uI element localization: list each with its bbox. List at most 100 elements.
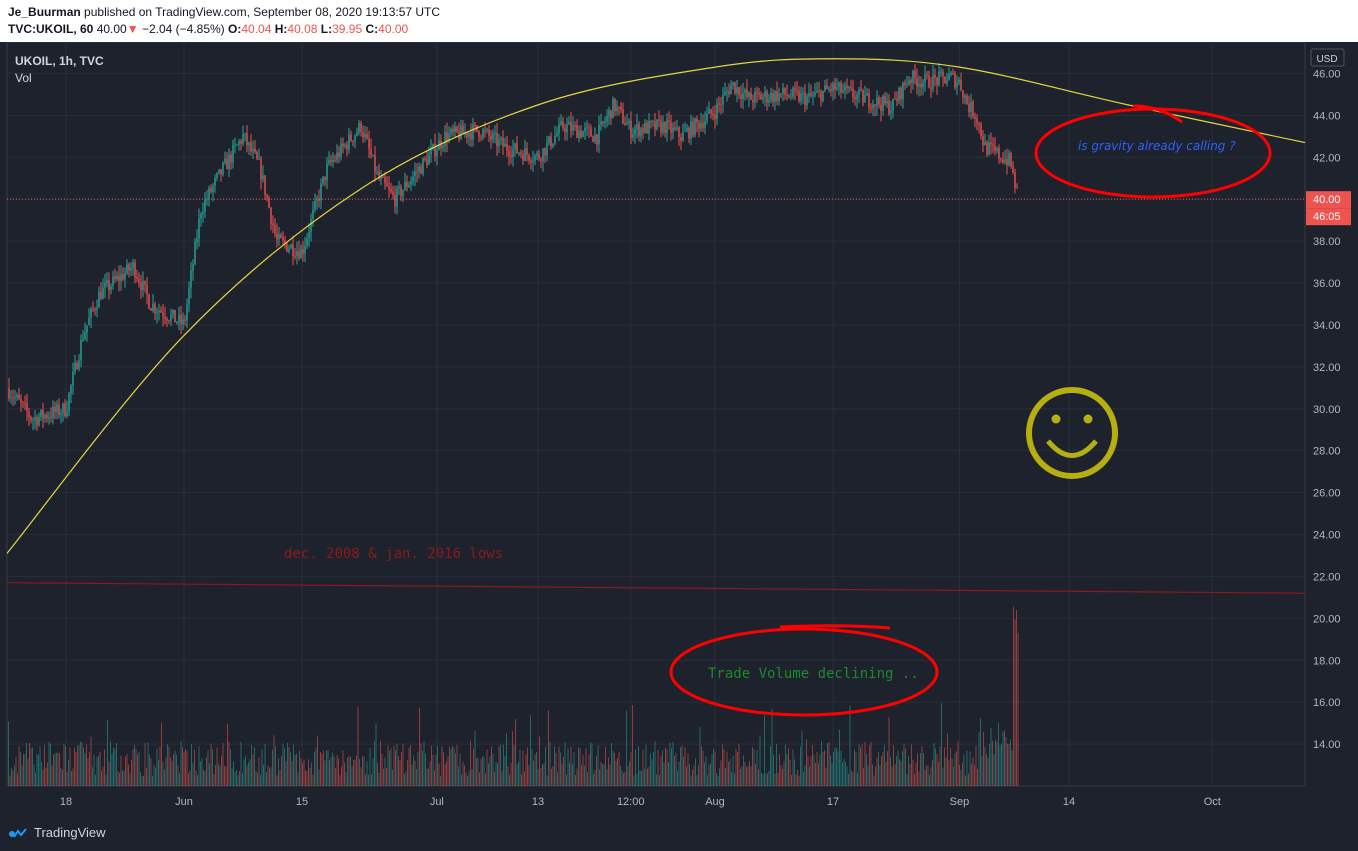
x-tick-label: 18: [60, 796, 72, 808]
candle-body: [96, 307, 98, 310]
volume-bar: [510, 762, 512, 786]
smiley-icon: [1026, 387, 1118, 479]
volume-bar: [107, 719, 108, 786]
volume-bar: [1008, 743, 1010, 786]
candle-body: [22, 402, 24, 404]
candle-body: [186, 304, 188, 321]
volume-bar: [513, 744, 515, 786]
candle-body: [726, 91, 728, 93]
volume-bar: [878, 751, 879, 786]
volume-bar: [561, 763, 563, 786]
volume-bar: [839, 729, 840, 786]
candle-body: [700, 123, 702, 129]
x-tick-label: 17: [827, 796, 839, 808]
candle-body: [668, 120, 670, 122]
candle-body: [676, 127, 678, 130]
candle-body: [304, 245, 306, 254]
volume-bar: [690, 775, 692, 786]
candle-body: [72, 372, 74, 386]
volume-bar: [509, 774, 510, 786]
volume-ellipse: [669, 627, 939, 717]
candle-body: [8, 387, 10, 399]
candle-body: [310, 218, 312, 233]
candle-body: [536, 153, 538, 156]
volume-bar: [327, 749, 329, 786]
candle-body: [734, 82, 736, 94]
volume-bar: [552, 765, 554, 786]
volume-bar: [494, 771, 495, 786]
volume-bar: [998, 723, 999, 786]
author-name[interactable]: Je_Buurman: [8, 5, 81, 19]
candle-body: [158, 310, 160, 313]
volume-bar: [644, 768, 645, 786]
volume-bar: [132, 749, 134, 786]
volume-bar: [911, 744, 912, 786]
volume-bar: [288, 746, 290, 786]
candle-body: [974, 116, 976, 119]
volume-bar: [456, 744, 458, 786]
candle-body: [30, 417, 32, 421]
volume-bar: [225, 766, 227, 786]
volume-bar: [588, 754, 590, 786]
tradingview-logo-icon[interactable]: [7, 825, 29, 843]
candle-body: [390, 188, 392, 192]
candle-body: [832, 82, 834, 92]
volume-bar: [564, 741, 566, 786]
volume-bar: [759, 735, 761, 786]
candle-body: [710, 109, 712, 114]
volume-bar: [159, 746, 161, 786]
volume-bar: [873, 775, 875, 786]
candle-body: [230, 154, 232, 163]
legend-volume[interactable]: Vol: [15, 71, 32, 85]
volume-bar: [401, 752, 402, 786]
lows-annotation[interactable]: dec. 2008 & jan. 2016 lows: [284, 546, 504, 562]
legend-symbol[interactable]: UKOIL, 1h, TVC: [15, 54, 104, 68]
volume-bar: [530, 715, 531, 786]
candle-body: [102, 287, 104, 299]
candle-body: [704, 120, 706, 128]
volume-bar: [963, 754, 965, 786]
candle-body: [202, 212, 204, 215]
volume-bar: [12, 770, 14, 786]
volume-bar: [422, 750, 423, 786]
volume-bar: [899, 759, 900, 786]
candle-body: [116, 275, 118, 280]
y-tick-label: 34.00: [1313, 320, 1341, 332]
volume-bar: [276, 775, 278, 786]
y-tick-label: 42.00: [1313, 152, 1341, 164]
volume-bar: [294, 754, 296, 786]
volume-bar: [779, 754, 780, 786]
volume-bar: [689, 763, 690, 786]
volume-bar: [134, 744, 135, 786]
chart-pane[interactable]: 14.00 16.00 18.00 20.00 22.00 24.00 26.00 28.00…: [0, 42, 1358, 820]
volume-bar: [263, 764, 264, 786]
open-value: 40.04: [241, 22, 272, 36]
candle-body: [876, 97, 878, 107]
volume-bar: [150, 758, 152, 786]
candle-body: [256, 152, 258, 159]
candle-body: [258, 158, 260, 160]
candle-body: [394, 194, 396, 207]
gravity-annotation[interactable]: is gravity already calling ?: [1078, 139, 1236, 153]
volume-bar: [752, 747, 753, 786]
volume-bar: [45, 767, 47, 786]
price-chart[interactable]: 14.00 16.00 18.00 20.00 22.00 24.00 26.00 28.00…: [0, 42, 1358, 820]
volume-bar: [929, 774, 930, 786]
volume-annotation[interactable]: Trade Volume declining ..: [708, 666, 919, 682]
volume-bar: [996, 741, 998, 786]
volume-bar: [932, 759, 933, 786]
volume-bar: [375, 723, 377, 786]
volume-bar: [479, 772, 480, 786]
candle-body: [56, 404, 58, 412]
y-tick-label: 20.00: [1313, 613, 1341, 625]
y-tick-label: 24.00: [1313, 530, 1341, 542]
volume-bar: [399, 759, 401, 786]
candle-body: [550, 136, 552, 147]
volume-bar: [687, 753, 689, 786]
tradingview-brand[interactable]: TradingView: [34, 825, 106, 840]
high-value: 40.08: [287, 22, 318, 36]
volume-bar: [560, 752, 561, 786]
volume-bar: [701, 746, 702, 786]
volume-bar: [186, 750, 188, 786]
volume-bar: [344, 762, 345, 786]
